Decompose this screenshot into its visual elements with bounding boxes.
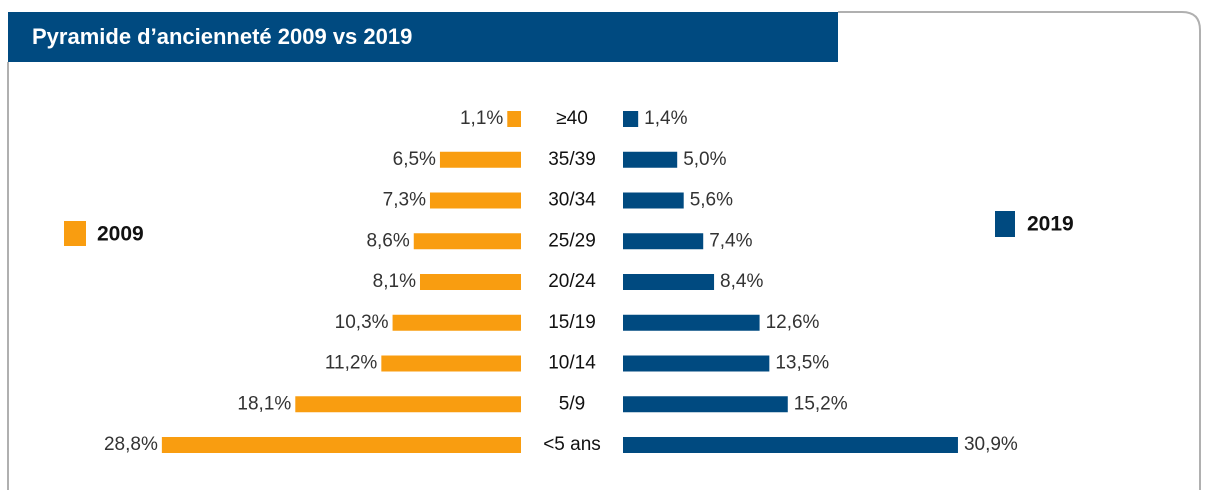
value-label: 5,6% (690, 190, 733, 211)
value-label: 5,0% (683, 149, 726, 170)
legend-swatch (64, 221, 86, 246)
bar (623, 111, 639, 127)
bar (623, 437, 958, 453)
category-label: ≥40 (556, 108, 588, 129)
bar (507, 111, 521, 127)
value-label: 7,4% (709, 230, 752, 251)
legend-swatch (995, 211, 1015, 237)
category-label: 15/19 (548, 312, 596, 333)
value-label: 30,9% (964, 434, 1018, 455)
bar (392, 314, 521, 331)
bar (623, 151, 678, 168)
chart-title: Pyramide d’ancienneté 2009 vs 2019 (32, 24, 412, 49)
category-label: <5 ans (543, 434, 601, 455)
value-label: 18,1% (237, 393, 291, 414)
panel-border (7, 11, 1201, 490)
bar (161, 437, 521, 453)
value-label: 10,3% (335, 312, 389, 333)
category-label: 10/14 (548, 353, 596, 374)
bar (623, 314, 760, 331)
bar (419, 274, 521, 290)
bar (623, 233, 704, 250)
category-label: 25/29 (548, 230, 596, 251)
value-label: 11,2% (325, 353, 378, 374)
bar (623, 355, 770, 372)
value-label: 1,4% (644, 108, 687, 129)
category-label: 35/39 (548, 149, 596, 170)
value-label: 13,5% (775, 353, 829, 374)
category-label: 5/9 (559, 393, 585, 414)
title-bar (8, 12, 838, 62)
value-label: 1,1% (460, 108, 503, 129)
category-label: 30/34 (548, 190, 596, 211)
bar (295, 396, 521, 413)
value-label: 8,6% (366, 230, 409, 251)
value-label: 8,1% (373, 271, 416, 292)
bar (439, 151, 521, 168)
value-label: 28,8% (104, 434, 158, 455)
value-label: 7,3% (383, 190, 426, 211)
bar (429, 192, 521, 209)
legend-label: 2009 (97, 223, 144, 246)
bar (381, 355, 521, 372)
category-label: 20/24 (548, 271, 596, 292)
bar (413, 233, 521, 250)
value-label: 15,2% (794, 393, 848, 414)
value-label: 6,5% (393, 149, 436, 170)
legend-label: 2019 (1027, 213, 1074, 236)
bar (623, 192, 684, 209)
bar (623, 274, 715, 290)
bar (623, 396, 788, 413)
value-label: 12,6% (766, 312, 820, 333)
value-label: 8,4% (720, 271, 763, 292)
